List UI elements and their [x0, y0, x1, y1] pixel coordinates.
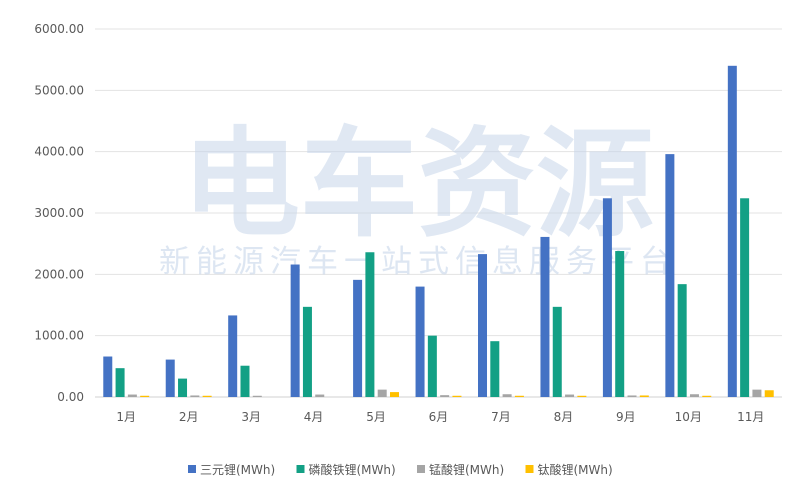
x-tick-label: 3月 — [241, 410, 261, 424]
bar — [502, 394, 512, 397]
bar — [127, 394, 137, 397]
bar — [677, 284, 687, 397]
bar — [602, 198, 612, 397]
legend-label: 三元锂(MWh) — [200, 462, 275, 477]
bar — [315, 394, 325, 397]
bar — [565, 394, 575, 397]
watermark-sub: 新能源汽车一站式信息服务平台 — [159, 244, 677, 280]
bar — [427, 335, 437, 397]
bar — [514, 395, 524, 397]
y-tick-label: 4000.00 — [34, 145, 84, 159]
x-tick-label: 7月 — [491, 410, 511, 424]
x-tick-label: 8月 — [554, 410, 574, 424]
bar — [240, 365, 250, 397]
bar — [752, 389, 762, 397]
x-tick-label: 4月 — [304, 410, 324, 424]
bar — [415, 286, 425, 397]
bar — [639, 395, 649, 397]
bar — [165, 359, 175, 397]
bar — [353, 279, 363, 397]
bar — [202, 395, 212, 397]
y-tick-label: 1000.00 — [34, 329, 84, 343]
legend-label: 锰酸锂(MWh) — [429, 462, 504, 477]
bar — [178, 378, 188, 397]
bar — [115, 368, 125, 397]
bar — [190, 395, 200, 397]
bar — [740, 198, 750, 397]
gridlines — [95, 28, 782, 398]
bar — [389, 392, 399, 397]
x-tick-label: 1月 — [116, 410, 136, 424]
bar — [228, 315, 238, 397]
bar — [302, 306, 312, 397]
bar — [377, 389, 387, 397]
y-tick-label: 5000.00 — [34, 83, 84, 97]
y-tick-label: 3000.00 — [34, 206, 84, 220]
legend-label: 钛酸锂(MWh) — [538, 462, 613, 477]
bar — [702, 395, 712, 397]
x-tick-label: 11月 — [737, 410, 764, 424]
bars — [103, 65, 774, 398]
watermark-main: 电车资源 — [182, 115, 654, 253]
x-tick-label: 6月 — [429, 410, 449, 424]
bar — [440, 395, 450, 397]
y-tick-label: 2000.00 — [34, 267, 84, 281]
bar — [577, 395, 587, 397]
bar — [452, 395, 462, 397]
y-tick-label: 0.00 — [57, 390, 84, 404]
bar — [490, 341, 500, 397]
x-tick-label: 5月 — [366, 410, 386, 424]
bar — [615, 251, 625, 397]
bar — [764, 390, 774, 397]
legend-item: 锰酸锂(MWh) — [417, 462, 504, 477]
bar — [727, 65, 737, 398]
legend-item: 钛酸锂(MWh) — [525, 462, 613, 477]
y-axis: 0.00 1000.00 2000.00 3000.00 4000.00 5000.00 6… — [34, 22, 84, 404]
bar — [140, 395, 150, 397]
bar — [103, 356, 113, 397]
bar — [627, 395, 637, 397]
watermark: 电车资源 新能源汽车一站式信息服务平台 — [159, 115, 677, 280]
bar — [478, 254, 488, 397]
x-tick-label: 9月 — [616, 410, 636, 424]
x-tick-label: 10月 — [675, 410, 702, 424]
bar — [689, 394, 699, 397]
bar — [540, 236, 550, 397]
legend-item: 磷酸铁锂(MWh) — [296, 462, 396, 477]
legend-swatch — [296, 465, 305, 473]
bar — [290, 264, 300, 397]
bar — [252, 395, 262, 397]
x-axis: 1月 2月 3月 4月 5月 6月 7月 8月 9月 10月 11月 — [116, 410, 764, 424]
x-tick-label: 2月 — [179, 410, 199, 424]
legend-item: 三元锂(MWh) — [188, 462, 275, 477]
bar — [365, 252, 375, 397]
legend-label: 磷酸铁锂(MWh) — [309, 462, 396, 477]
legend-swatch — [525, 465, 534, 473]
y-tick-label: 6000.00 — [34, 22, 84, 36]
legend-swatch — [188, 465, 196, 473]
bar — [665, 154, 675, 397]
legend-swatch — [417, 465, 425, 473]
legend: 三元锂(MWh) 磷酸铁锂(MWh) 锰酸锂(MWh) 钛酸锂(MWh) — [188, 462, 613, 477]
bar — [552, 306, 562, 397]
